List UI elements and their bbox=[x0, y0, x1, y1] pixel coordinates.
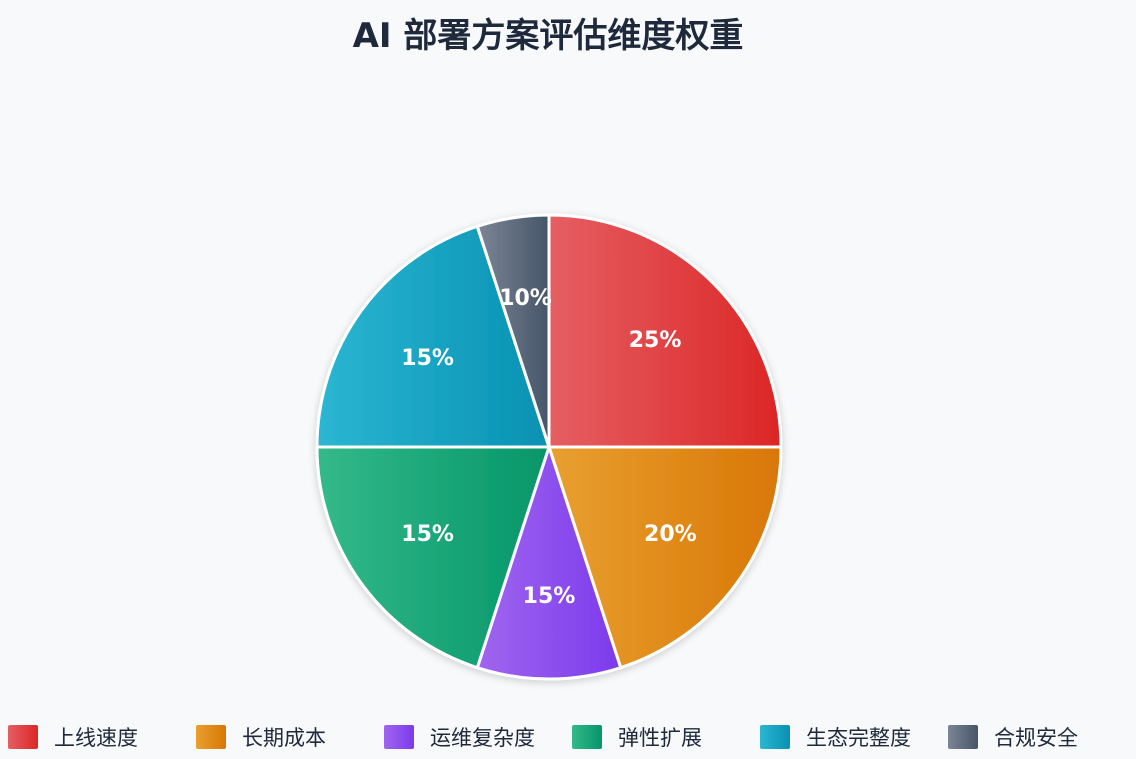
legend-item-3: 运维复杂度 bbox=[384, 722, 535, 752]
pie-slice-2 bbox=[547, 445, 783, 670]
legend: 上线速度 长期成本 运维复杂度 弹性扩展 生态完整度 合规安全 bbox=[8, 722, 1136, 752]
legend-label: 生态完整度 bbox=[806, 726, 911, 750]
legend-swatch bbox=[196, 725, 226, 749]
legend-label: 弹性扩展 bbox=[618, 726, 702, 750]
legend-label: 合规安全 bbox=[994, 726, 1078, 750]
slice-label-6: 10% bbox=[499, 286, 552, 311]
slice-label-2: 20% bbox=[644, 522, 697, 547]
legend-swatch bbox=[948, 725, 978, 749]
legend-swatch bbox=[8, 725, 38, 749]
pie-slice-5 bbox=[315, 224, 551, 449]
slice-label-4: 15% bbox=[401, 522, 454, 547]
legend-item-4: 弹性扩展 bbox=[572, 722, 702, 752]
legend-swatch bbox=[760, 725, 790, 749]
legend-item-1: 上线速度 bbox=[8, 722, 138, 752]
pie-slice-3 bbox=[475, 445, 623, 681]
legend-item-6: 合规安全 bbox=[948, 722, 1078, 752]
pie-slice-1 bbox=[547, 213, 783, 449]
legend-item-5: 生态完整度 bbox=[760, 722, 911, 752]
chart-title: AI 部署方案评估维度权重 bbox=[352, 16, 744, 56]
legend-label: 运维复杂度 bbox=[430, 726, 535, 750]
legend-label: 上线速度 bbox=[54, 726, 138, 750]
slice-label-3: 15% bbox=[523, 584, 576, 609]
legend-item-2: 长期成本 bbox=[196, 722, 326, 752]
slice-label-1: 25% bbox=[629, 328, 682, 353]
pie-slice-6 bbox=[475, 213, 551, 449]
pie-slice-4 bbox=[315, 445, 551, 670]
legend-swatch bbox=[572, 725, 602, 749]
legend-swatch bbox=[384, 725, 414, 749]
legend-label: 长期成本 bbox=[242, 726, 326, 750]
slice-label-5: 15% bbox=[401, 346, 454, 371]
